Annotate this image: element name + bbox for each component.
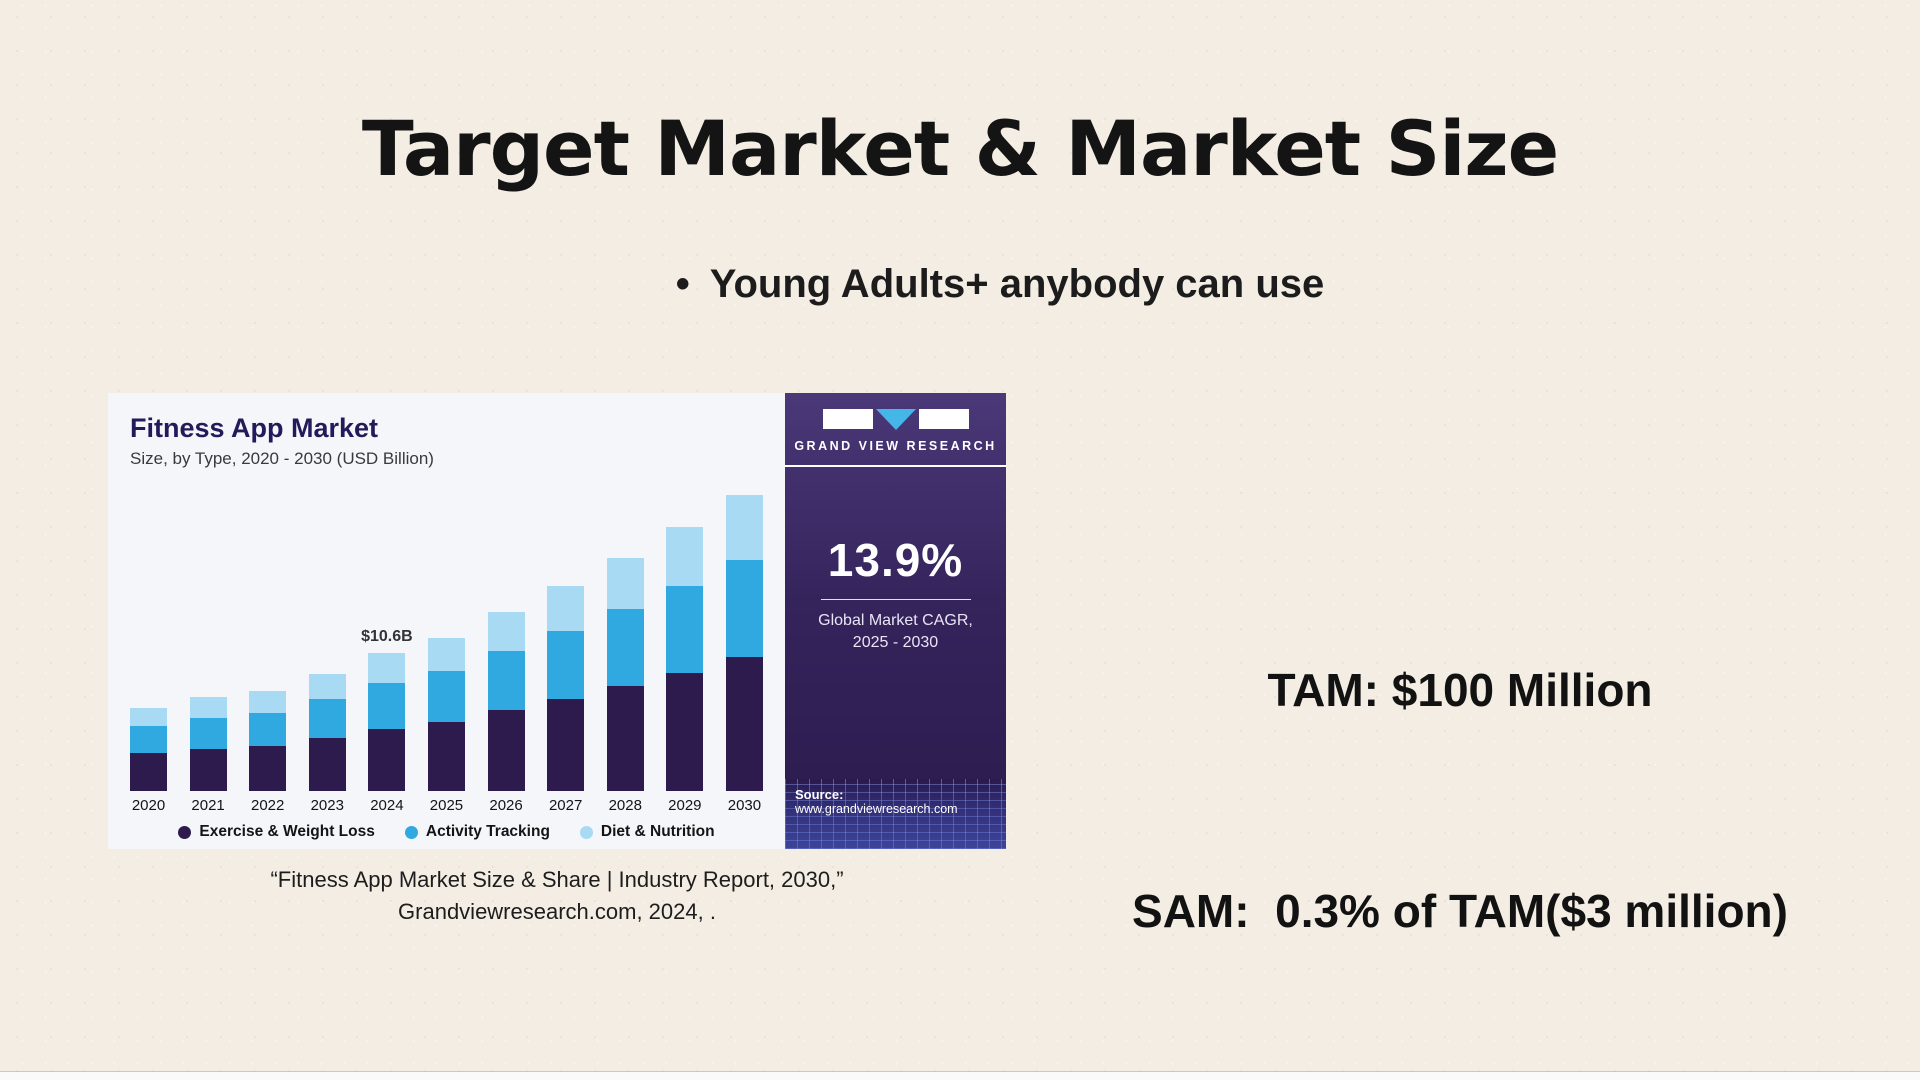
page-title: Target Market & Market Size xyxy=(361,104,1559,193)
x-axis-tick: 2021 xyxy=(191,797,225,814)
bar-segment xyxy=(487,710,525,791)
bar-column-2027 xyxy=(547,585,585,791)
chart-subtitle: Size, by Type, 2020 - 2030 (USD Billion) xyxy=(130,449,434,468)
stats-line-sam: SAM: 0.3% of TAM($3 million) xyxy=(1132,884,1788,937)
x-axis-tick: 2028 xyxy=(608,797,642,814)
source-url: www.grandviewresearch.com xyxy=(795,802,958,816)
chart-title: Fitness App Market xyxy=(130,413,379,443)
gvr-brand-text: GRAND VIEW RESEARCH xyxy=(794,439,997,453)
bar-segment xyxy=(666,672,704,791)
chart-legend: Exercise & Weight Loss Activity Tracking D… xyxy=(130,823,763,841)
bar-column-2029 xyxy=(666,527,704,791)
bar-segment xyxy=(547,698,585,791)
legend-label: Exercise & Weight Loss xyxy=(199,823,375,840)
bar-segment xyxy=(666,527,704,586)
bar-column-2028 xyxy=(606,558,644,791)
bar-column-2022 xyxy=(249,690,287,791)
x-axis-tick: 2030 xyxy=(727,797,762,814)
bullet-marker: • xyxy=(675,262,690,306)
bar-segment xyxy=(249,713,287,746)
legend-label: Diet & Nutrition xyxy=(600,823,715,840)
bar-segment xyxy=(249,690,287,713)
bar-segment xyxy=(368,683,406,729)
x-axis-tick: 2020 xyxy=(131,797,166,814)
x-axis-tick: 2024 xyxy=(370,797,404,814)
citation-line1: “Fitness App Market Size & Share | Indus… xyxy=(270,867,844,892)
bar-segment xyxy=(547,631,585,699)
bar-column-2030 xyxy=(725,494,763,791)
bar-segment xyxy=(725,494,763,560)
logo-left-block xyxy=(822,409,873,429)
bar-segment xyxy=(130,753,167,791)
bar-segment xyxy=(308,674,346,699)
legend-item: Activity Tracking xyxy=(404,823,550,841)
bar-segment xyxy=(368,653,406,684)
bar-segment xyxy=(606,558,644,610)
legend-item: Diet & Nutrition xyxy=(579,823,715,841)
stats-line-tam: TAM: $100 Million xyxy=(1267,664,1653,717)
bar-segment xyxy=(487,650,525,711)
bar-segment xyxy=(606,685,644,791)
x-axis-tick: 2025 xyxy=(429,797,464,814)
source-label: Source: xyxy=(795,787,844,802)
x-axis-tick: 2027 xyxy=(548,797,583,814)
bar-segment xyxy=(130,726,167,754)
legend-item: Exercise & Weight Loss xyxy=(178,823,375,841)
gvr-panel: GRAND VIEW RESEARCH 13.9% Global Market … xyxy=(785,393,1006,849)
x-axis-tick: 2029 xyxy=(668,797,702,814)
citation: “Fitness App Market Size & Share | Indus… xyxy=(108,864,1006,928)
legend-dot-icon xyxy=(404,825,418,839)
x-axis-tick: 2023 xyxy=(310,797,344,814)
bar-column-2020 xyxy=(130,707,167,791)
cagr-divider xyxy=(820,599,971,600)
bar-segment xyxy=(427,722,465,791)
bar-plot: $10.6B xyxy=(130,479,763,791)
x-axis: 2020 2021 2022 2023 2024 2025 2026 2027 2028 2029… xyxy=(130,797,763,814)
gvr-header: GRAND VIEW RESEARCH xyxy=(785,393,1006,467)
market-size-stats: TAM: $100 Million SAM: 0.3% of TAM($3 mi… xyxy=(1010,507,1910,1080)
citation-line2: Grandviewresearch.com, 2024, . xyxy=(398,898,716,924)
legend-dot-icon xyxy=(579,825,593,839)
bar-segment xyxy=(189,749,227,791)
bar-column-2025 xyxy=(427,637,465,791)
bar-segment xyxy=(308,698,346,738)
bar-segment xyxy=(666,585,704,673)
grand-view-research-logo-icon xyxy=(785,409,1006,430)
bar-segment xyxy=(189,718,227,750)
bar-segment xyxy=(189,697,227,719)
bar-segment xyxy=(130,707,167,727)
bar-segment xyxy=(487,611,525,651)
bar-segment xyxy=(427,671,465,723)
source-area: Source: www.grandviewresearch.com xyxy=(785,779,1006,849)
legend-label: Activity Tracking xyxy=(425,823,550,840)
cagr-value: 13.9% xyxy=(827,534,964,586)
bar-segment xyxy=(725,657,763,791)
bar-column-2023 xyxy=(308,674,346,791)
bar-segment xyxy=(606,609,644,686)
cagr-label-line2: 2025 - 2030 xyxy=(852,634,939,652)
bullet-item: • Young Adults+ anybody can use xyxy=(40,262,1920,307)
legend-dot-icon xyxy=(178,825,192,839)
bar-column-2026 xyxy=(487,611,525,791)
logo-right-block xyxy=(918,409,969,429)
bar-segment xyxy=(427,637,465,672)
x-axis-tick: 2026 xyxy=(489,797,523,814)
bullet-text: Young Adults+ anybody can use xyxy=(709,262,1325,306)
logo-triangle-icon xyxy=(875,409,916,430)
x-axis-tick: 2022 xyxy=(251,797,285,814)
bar-column-2024: $10.6B xyxy=(361,628,413,791)
bar-value-label: $10.6B xyxy=(361,628,413,645)
bar-segment xyxy=(725,559,763,658)
bar-segment xyxy=(547,585,585,632)
cagr-label-line1: Global Market CAGR, xyxy=(818,612,973,629)
bar-segment xyxy=(249,745,287,791)
fitness-app-market-chart: Fitness App Market Size, by Type, 2020 -… xyxy=(108,393,1006,849)
bar-segment xyxy=(368,728,406,791)
bar-segment xyxy=(308,737,346,791)
next-slide-edge xyxy=(0,1071,1920,1080)
chart-plot-panel: Fitness App Market Size, by Type, 2020 -… xyxy=(108,393,785,849)
bar-column-2021 xyxy=(189,697,227,791)
